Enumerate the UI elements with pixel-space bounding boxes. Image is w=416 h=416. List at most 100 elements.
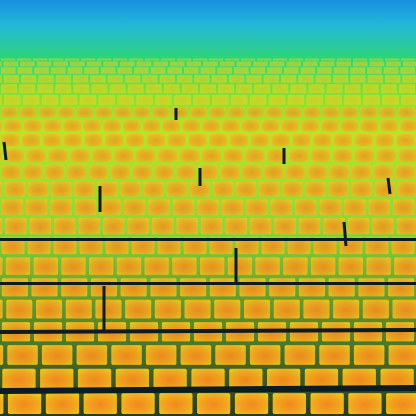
panel-cell	[273, 299, 300, 319]
panel-cell	[132, 164, 152, 179]
panel-cell	[0, 75, 2, 83]
panel-cell	[19, 84, 36, 94]
panel-cell	[100, 67, 116, 74]
panel-cell	[79, 237, 103, 255]
panel-cell	[176, 164, 196, 179]
panel-cell	[225, 58, 240, 61]
panel-cell	[84, 133, 103, 147]
panel-cell	[1, 67, 16, 74]
panel-cell	[2, 368, 36, 390]
panel-cell	[374, 181, 395, 197]
panel-cell	[362, 299, 389, 319]
panel-cell	[395, 164, 415, 179]
panel-cell	[171, 106, 188, 118]
panel-cell	[84, 67, 99, 74]
panel-cell	[70, 148, 90, 163]
panel-cell	[326, 84, 343, 94]
panel-cell	[337, 58, 352, 61]
panel-cell	[73, 84, 90, 94]
panel-cell	[120, 181, 141, 197]
panel-cell	[154, 164, 174, 179]
panel-cell	[51, 181, 72, 197]
panel-cell	[37, 84, 54, 94]
panel-cell	[177, 58, 192, 61]
panel-cell	[45, 164, 65, 179]
panel-cell	[127, 84, 144, 94]
panel-cell	[114, 106, 132, 118]
panel-cell	[212, 181, 234, 197]
panel-cell	[261, 237, 285, 255]
panel-cell	[184, 299, 211, 319]
panel-cell	[366, 257, 391, 275]
panel-cell	[234, 67, 249, 74]
table-gap-line	[386, 177, 392, 195]
panel-cell	[5, 217, 27, 235]
panel-cell	[360, 106, 377, 118]
panel-cell	[310, 257, 336, 275]
panel-cell	[182, 119, 200, 132]
panel-cell	[319, 199, 342, 215]
panel-cell	[303, 299, 330, 319]
panel-cell	[289, 148, 309, 163]
panel-cell	[97, 58, 112, 61]
panel-cell	[21, 75, 37, 83]
panel-cell	[131, 237, 155, 255]
panel-cell	[201, 148, 221, 163]
panel-cell	[257, 58, 272, 61]
panel-cell	[0, 299, 3, 319]
panel-cell	[399, 84, 415, 94]
panel-cell	[143, 181, 164, 197]
panel-cell	[0, 345, 4, 365]
panel-cell	[313, 133, 332, 147]
panel-cell	[315, 75, 331, 83]
panel-cell	[272, 393, 306, 414]
panel-cell	[174, 95, 191, 105]
panel-cell	[114, 148, 134, 163]
panel-cell	[351, 181, 372, 197]
panel-cell	[177, 75, 193, 83]
panel-cell	[265, 106, 283, 118]
panel-cell	[303, 61, 318, 67]
panel-cell	[0, 119, 2, 132]
panel-cell	[67, 67, 83, 74]
panel-cell	[145, 84, 162, 94]
panel-cell	[194, 75, 210, 83]
panel-cell	[191, 368, 225, 390]
panel-cell	[259, 181, 280, 197]
panel-cell	[117, 95, 134, 105]
panel-cell	[255, 257, 280, 275]
panel-cell	[353, 345, 385, 365]
panel-cell	[263, 75, 279, 83]
panel-cell	[123, 199, 146, 215]
panel-cell	[241, 58, 256, 61]
panel-cell	[363, 95, 380, 105]
panel-cell	[306, 95, 324, 105]
panel-cell	[234, 393, 269, 414]
panel-cell	[375, 133, 394, 147]
panel-cell	[95, 299, 122, 319]
panel-cell	[145, 345, 177, 365]
panel-cell	[336, 61, 351, 67]
panel-cell	[34, 67, 49, 74]
panel-cell	[307, 164, 328, 179]
panel-cell	[155, 95, 172, 105]
panel-cell	[154, 299, 181, 319]
panel-cell	[77, 368, 112, 390]
panel-cell	[198, 164, 218, 179]
panel-cell	[200, 84, 216, 94]
panel-cell	[354, 133, 374, 147]
panel-cell	[249, 217, 272, 235]
panel-cell	[54, 217, 76, 235]
panel-cell	[1, 58, 16, 61]
panel-cell	[214, 299, 241, 319]
panel-cell	[53, 237, 77, 255]
panel-cell	[159, 75, 175, 83]
panel-cell	[166, 181, 187, 197]
panel-cell	[244, 299, 271, 319]
panel-cell	[241, 119, 260, 132]
panel-cell	[304, 368, 339, 390]
panel-cell	[230, 95, 248, 105]
panel-cell	[120, 278, 147, 297]
